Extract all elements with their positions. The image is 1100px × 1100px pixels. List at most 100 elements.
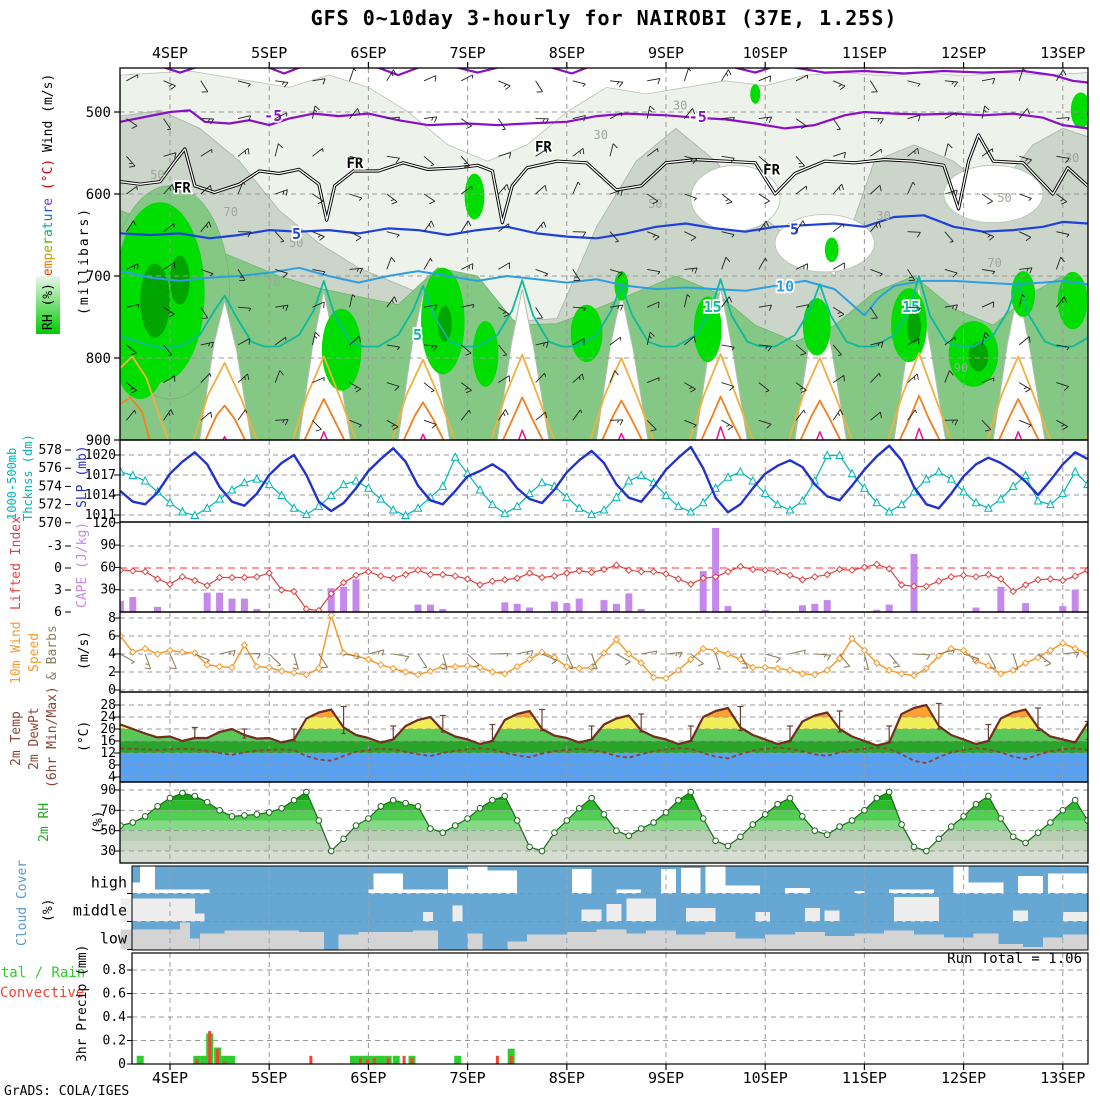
wind-barb [609, 268, 623, 278]
marker-diamond [1046, 575, 1055, 583]
wind-speed-line [120, 614, 1088, 680]
marker-diamond [711, 573, 720, 581]
rh-marker [476, 805, 484, 812]
cape-bar [1059, 606, 1067, 612]
marker-diamond [1009, 587, 1017, 596]
wind-barb [795, 220, 806, 232]
wind-barb [498, 184, 510, 195]
rh-marker [699, 815, 707, 822]
wind-barb [312, 377, 325, 384]
precip-total-bar [392, 1055, 400, 1064]
wind-barb [795, 382, 807, 394]
wind-barb [758, 344, 773, 352]
cloud-bar-high [487, 870, 518, 894]
cloud-bar-middle [452, 905, 463, 922]
temp-contour-minus5 [120, 109, 1088, 130]
thickness-marker [351, 475, 361, 485]
marker-diamond [897, 581, 906, 589]
rh-marker [141, 813, 149, 820]
wind10m-axis-label: 10m Wind [9, 621, 24, 684]
wind-barb [981, 105, 990, 119]
temp-contour-30 [715, 426, 726, 440]
wind-barb [870, 268, 883, 277]
precip-total-bar [221, 1055, 229, 1064]
wind-barb [646, 148, 659, 157]
wind-barb [944, 189, 958, 197]
temp-contour-25 [700, 395, 743, 440]
marker-diamond [215, 662, 224, 671]
cloud-bar-low [998, 944, 1024, 950]
marker-diamond [377, 572, 385, 580]
wind-barb [535, 118, 549, 125]
freezing-label: FR [347, 156, 364, 172]
marker-diamond [513, 574, 521, 582]
wind-barb [417, 653, 428, 669]
rh-marker [625, 832, 633, 840]
rh-contour-label: 30 [594, 128, 608, 142]
rh-marker [662, 809, 670, 816]
date-label-bottom: 11SEP [842, 1069, 887, 1087]
cloud-bar-middle [1013, 910, 1029, 922]
wind-barb [870, 184, 882, 195]
wind-barb [312, 419, 322, 432]
thickness-marker [562, 492, 572, 501]
marker-diamond [662, 570, 670, 578]
cloud-bar-low [566, 932, 597, 950]
wind-barb [1056, 419, 1069, 430]
rh-marker [179, 789, 186, 797]
marker-diamond [166, 580, 174, 588]
cape-bar [761, 609, 769, 612]
temp-tick-label: 4 [108, 770, 116, 785]
marker-diamond [463, 575, 472, 583]
cloud-bar-middle [120, 898, 195, 922]
marker-diamond [587, 568, 596, 577]
wind-barb [1018, 294, 1025, 308]
pressure-tick-label: 900 [86, 433, 111, 449]
wind-barb [498, 262, 511, 270]
date-label-top: 8SEP [549, 44, 585, 62]
cloud-bar-high [368, 889, 374, 894]
wind-barb [237, 306, 252, 312]
cloud-bar-high [889, 889, 934, 894]
marker-diamond [959, 571, 968, 580]
temp-contour-20 [291, 355, 357, 440]
date-label-bottom: 4SEP [152, 1069, 188, 1087]
wind-barb [163, 80, 176, 90]
rh-marker [377, 803, 385, 810]
temp-contour-purple-arc [377, 68, 420, 77]
rh-band [120, 830, 1088, 841]
marker-diamond [749, 663, 757, 672]
rh-marker [439, 829, 447, 837]
thickness-marker [537, 477, 547, 487]
precip-conv-bar [402, 1055, 406, 1064]
cape-tick-label: 120 [93, 516, 116, 531]
wind-barb [572, 306, 587, 312]
rh-marker [712, 837, 719, 845]
wind-barb [944, 143, 953, 157]
wind-barb [591, 653, 598, 670]
temp-tick-label: 16 [100, 734, 116, 749]
thickness-marker [686, 506, 696, 516]
date-label-top: 4SEP [152, 44, 188, 62]
pressure-tick-label: 800 [86, 351, 111, 367]
wind-barb [460, 382, 472, 394]
rh-marker [613, 827, 620, 835]
marker-diamond [426, 570, 435, 579]
wind-barb [888, 653, 900, 668]
total-rain-legend: Total / Rain [0, 965, 85, 981]
marker-diamond [240, 641, 249, 649]
wind-barb [944, 419, 959, 426]
thickness-marker [574, 503, 584, 512]
marker-diamond [798, 576, 807, 584]
marker-diamond [649, 567, 658, 576]
wind-barb [907, 114, 921, 122]
wind-barb [386, 382, 400, 391]
wind-barb [460, 155, 471, 168]
cloud-bar-middle [423, 912, 433, 922]
cape-bar [637, 609, 645, 612]
rh-marker [885, 788, 893, 796]
wind-barb [758, 419, 772, 429]
temp-contour-25 [502, 396, 544, 440]
temp-tick-label: 12 [100, 746, 116, 761]
cape-tick-label: 90 [100, 538, 116, 553]
